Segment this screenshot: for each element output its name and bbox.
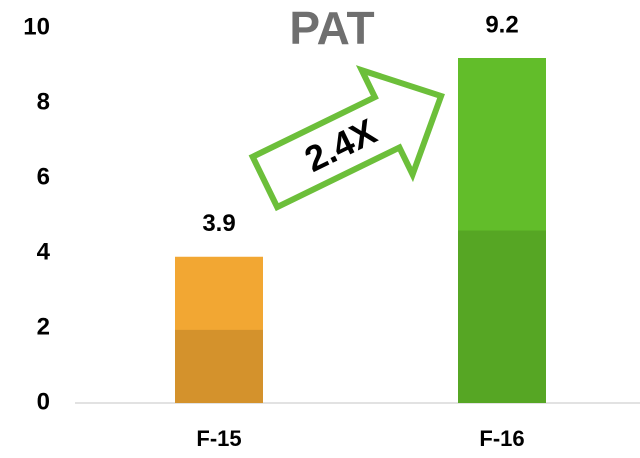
x-tick-label: F-15 xyxy=(196,426,241,451)
y-tick-label: 10 xyxy=(23,13,50,40)
bar xyxy=(458,58,546,403)
y-tick-label: 0 xyxy=(37,388,50,415)
data-label: 3.9 xyxy=(202,210,235,237)
growth-arrow: 2.4X xyxy=(248,65,445,212)
chart-title: PAT xyxy=(289,2,374,54)
y-tick-label: 8 xyxy=(37,88,50,115)
y-tick-label: 2 xyxy=(37,313,50,340)
bar xyxy=(175,256,263,403)
bar-shade xyxy=(458,230,546,403)
y-tick-label: 6 xyxy=(37,163,50,190)
x-tick-label: F-16 xyxy=(479,426,524,451)
bar-shade xyxy=(175,329,263,403)
data-label: 9.2 xyxy=(485,11,518,38)
arrow-shape xyxy=(248,65,445,212)
y-tick-label: 4 xyxy=(37,238,51,265)
